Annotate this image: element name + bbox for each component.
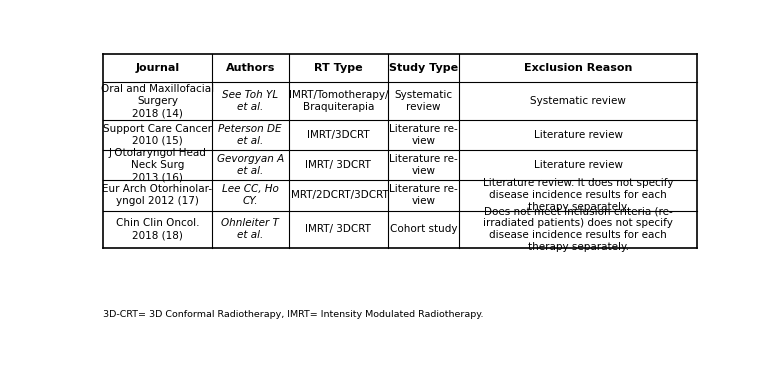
Text: Support Care Cancer
2010 (15): Support Care Cancer 2010 (15) <box>103 124 212 146</box>
Text: RT Type: RT Type <box>314 63 363 73</box>
Text: 3D-CRT= 3D Conformal Radiotherapy, IMRT= Intensity Modulated Radiotherapy.: 3D-CRT= 3D Conformal Radiotherapy, IMRT=… <box>103 310 484 319</box>
Text: Authors: Authors <box>226 63 275 73</box>
Text: Ohnleiter T
et al.: Ohnleiter T et al. <box>221 218 279 240</box>
Text: IMRT/3DCRT: IMRT/3DCRT <box>307 130 370 140</box>
Text: Journal: Journal <box>135 63 180 73</box>
Text: Peterson DE
et al.: Peterson DE et al. <box>219 124 282 146</box>
Text: IMRT/ 3DCRT: IMRT/ 3DCRT <box>306 160 371 170</box>
Text: Exclusion Reason: Exclusion Reason <box>524 63 633 73</box>
Text: Cohort study: Cohort study <box>390 224 457 234</box>
Text: Does not meet inclusion criteria (re-
irradiated patients) does not specify
dise: Does not meet inclusion criteria (re- ir… <box>483 206 673 252</box>
Text: Literature review: Literature review <box>534 130 622 140</box>
Text: Systematic review: Systematic review <box>530 96 626 106</box>
Text: J Otolaryngol Head
Neck Surg
2013 (16): J Otolaryngol Head Neck Surg 2013 (16) <box>108 148 206 182</box>
Text: Chin Clin Oncol.
2018 (18): Chin Clin Oncol. 2018 (18) <box>116 218 199 240</box>
Text: See Toh YL
et al.: See Toh YL et al. <box>223 90 279 112</box>
Text: Lee CC, Ho
CY.: Lee CC, Ho CY. <box>222 184 279 206</box>
Text: Systematic
review: Systematic review <box>394 90 453 112</box>
Text: IMRT/Tomotherapy/
Braquiterapia: IMRT/Tomotherapy/ Braquiterapia <box>289 90 388 112</box>
Text: IMRT/ 3DCRT: IMRT/ 3DCRT <box>306 224 371 234</box>
Text: Literature review. It does not specify
disease incidence results for each
therap: Literature review. It does not specify d… <box>483 179 673 213</box>
Text: Oral and Maxillofacial
Surgery
2018 (14): Oral and Maxillofacial Surgery 2018 (14) <box>101 84 214 118</box>
Text: Study Type: Study Type <box>389 63 458 73</box>
Text: Literature re-
view: Literature re- view <box>389 184 457 206</box>
Text: Eur Arch Otorhinolar-
yngol 2012 (17): Eur Arch Otorhinolar- yngol 2012 (17) <box>103 184 212 206</box>
Text: IMRT/2DCRT/3DCRT: IMRT/2DCRT/3DCRT <box>288 190 389 201</box>
Text: Literature re-
view: Literature re- view <box>389 154 457 176</box>
Text: Literature re-
view: Literature re- view <box>389 124 457 146</box>
Text: Literature review: Literature review <box>534 160 622 170</box>
Text: Gevorgyan A
et al.: Gevorgyan A et al. <box>216 154 284 176</box>
